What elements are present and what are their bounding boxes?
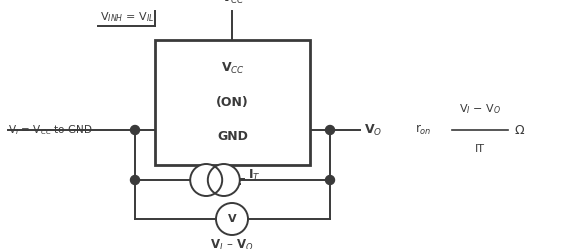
Text: V$_{CC}$: V$_{CC}$ xyxy=(220,61,245,76)
Text: V$_I$ $-$ V$_O$: V$_I$ $-$ V$_O$ xyxy=(459,102,501,116)
Bar xyxy=(155,40,310,165)
Text: V$_O$: V$_O$ xyxy=(364,123,383,137)
Text: V$_{CC}$: V$_{CC}$ xyxy=(220,0,245,6)
Circle shape xyxy=(131,125,140,134)
Text: $\Omega$: $\Omega$ xyxy=(514,124,525,136)
Text: IT: IT xyxy=(475,144,485,154)
Text: r$_{on}$: r$_{on}$ xyxy=(415,123,431,137)
Circle shape xyxy=(325,125,334,134)
Circle shape xyxy=(216,203,248,235)
Text: V$_{INH}$ = V$_{IL}$: V$_{INH}$ = V$_{IL}$ xyxy=(100,10,154,24)
Text: V$_I$ = V$_{CC}$ to GND: V$_I$ = V$_{CC}$ to GND xyxy=(8,123,93,137)
Text: V$_I$ – V$_O$: V$_I$ – V$_O$ xyxy=(210,238,254,249)
Circle shape xyxy=(131,176,140,185)
Circle shape xyxy=(190,164,222,196)
Text: GND: GND xyxy=(217,130,248,143)
Text: (ON): (ON) xyxy=(216,96,249,109)
Circle shape xyxy=(208,164,240,196)
Circle shape xyxy=(325,176,334,185)
Text: I$_T$: I$_T$ xyxy=(248,167,260,183)
Text: V: V xyxy=(228,214,236,224)
